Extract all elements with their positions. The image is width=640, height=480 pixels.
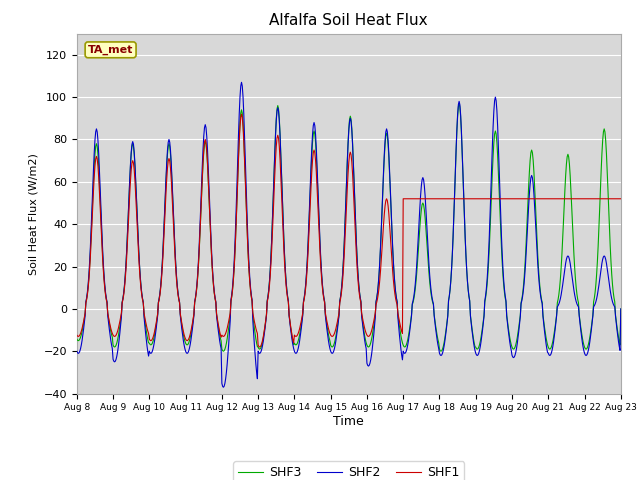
- SHF3: [341, 220, 349, 226]
- SHF2: [342, 201, 349, 207]
- Legend: SHF3, SHF2, SHF1: SHF3, SHF2, SHF1: [234, 461, 464, 480]
- SHF3: [394, 312, 402, 318]
- SHF1: [617, 196, 625, 202]
- SHF2: [73, 348, 81, 354]
- Line: SHF1: SHF1: [77, 114, 621, 347]
- SHF1: [237, 111, 245, 117]
- Line: SHF2: SHF2: [77, 82, 621, 387]
- SHF3: [455, 101, 463, 107]
- Line: SHF3: SHF3: [77, 104, 621, 351]
- SHF2: [193, 289, 200, 295]
- SHF3: [220, 348, 227, 354]
- SHF1: [73, 332, 81, 338]
- SHF3: [216, 332, 223, 337]
- Text: TA_met: TA_met: [88, 45, 133, 55]
- SHF2: [237, 79, 245, 85]
- X-axis label: Time: Time: [333, 415, 364, 428]
- SHF3: [448, 267, 456, 273]
- SHF2: [449, 252, 456, 257]
- SHF2: [216, 337, 223, 343]
- SHF1: [256, 344, 264, 350]
- SHF1: [342, 219, 349, 225]
- SHF1: [216, 328, 223, 334]
- SHF1: [449, 196, 456, 202]
- SHF2: [568, 277, 576, 283]
- SHF3: [73, 336, 81, 342]
- SHF2: [220, 384, 227, 390]
- SHF2: [395, 324, 403, 329]
- SHF2: [617, 306, 625, 312]
- SHF3: [193, 290, 200, 296]
- Y-axis label: Soil Heat Flux (W/m2): Soil Heat Flux (W/m2): [28, 153, 38, 275]
- SHF3: [617, 306, 625, 312]
- SHF3: [568, 221, 576, 227]
- SHF1: [568, 196, 576, 202]
- SHF1: [395, 314, 403, 320]
- Title: Alfalfa Soil Heat Flux: Alfalfa Soil Heat Flux: [269, 13, 428, 28]
- SHF1: [193, 290, 200, 296]
